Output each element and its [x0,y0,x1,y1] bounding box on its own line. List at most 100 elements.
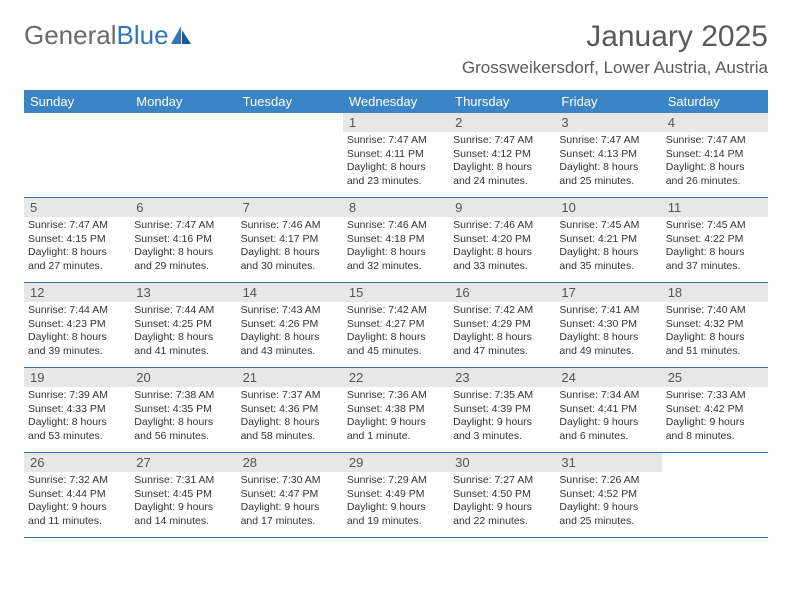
daylight-text: Daylight: 8 hours and 37 minutes. [666,246,764,273]
day-body: Sunrise: 7:47 AMSunset: 4:14 PMDaylight:… [662,132,768,193]
daylight-text: Daylight: 8 hours and 45 minutes. [347,331,445,358]
day-cell: 22Sunrise: 7:36 AMSunset: 4:38 PMDayligh… [343,368,449,452]
day-cell: 14Sunrise: 7:43 AMSunset: 4:26 PMDayligh… [237,283,343,367]
day-number: 5 [24,198,130,217]
daylight-text: Daylight: 9 hours and 8 minutes. [666,416,764,443]
day-body: Sunrise: 7:32 AMSunset: 4:44 PMDaylight:… [24,472,130,533]
day-cell: 29Sunrise: 7:29 AMSunset: 4:49 PMDayligh… [343,453,449,537]
day-cell: 9Sunrise: 7:46 AMSunset: 4:20 PMDaylight… [449,198,555,282]
day-number: 7 [237,198,343,217]
day-body: Sunrise: 7:30 AMSunset: 4:47 PMDaylight:… [237,472,343,533]
sunrise-text: Sunrise: 7:38 AM [134,389,232,403]
logo: GeneralBlue [24,20,193,51]
sunrise-text: Sunrise: 7:45 AM [559,219,657,233]
day-number: 9 [449,198,555,217]
daylight-text: Daylight: 8 hours and 24 minutes. [453,161,551,188]
day-body: Sunrise: 7:42 AMSunset: 4:27 PMDaylight:… [343,302,449,363]
daylight-text: Daylight: 8 hours and 58 minutes. [241,416,339,443]
day-cell: 13Sunrise: 7:44 AMSunset: 4:25 PMDayligh… [130,283,236,367]
day-body: Sunrise: 7:47 AMSunset: 4:11 PMDaylight:… [343,132,449,193]
day-cell: 28Sunrise: 7:30 AMSunset: 4:47 PMDayligh… [237,453,343,537]
sunrise-text: Sunrise: 7:29 AM [347,474,445,488]
sunset-text: Sunset: 4:13 PM [559,148,657,162]
sunset-text: Sunset: 4:45 PM [134,488,232,502]
sunset-text: Sunset: 4:42 PM [666,403,764,417]
daylight-text: Daylight: 8 hours and 30 minutes. [241,246,339,273]
daylight-text: Daylight: 8 hours and 35 minutes. [559,246,657,273]
day-number [130,113,236,117]
sunset-text: Sunset: 4:21 PM [559,233,657,247]
sunrise-text: Sunrise: 7:44 AM [134,304,232,318]
daylight-text: Daylight: 9 hours and 11 minutes. [28,501,126,528]
day-cell: 8Sunrise: 7:46 AMSunset: 4:18 PMDaylight… [343,198,449,282]
sunrise-text: Sunrise: 7:45 AM [666,219,764,233]
sunrise-text: Sunrise: 7:46 AM [347,219,445,233]
day-cell: 21Sunrise: 7:37 AMSunset: 4:36 PMDayligh… [237,368,343,452]
weekday-header-row: Sunday Monday Tuesday Wednesday Thursday… [24,90,768,113]
sunrise-text: Sunrise: 7:47 AM [666,134,764,148]
day-number: 25 [662,368,768,387]
day-number: 14 [237,283,343,302]
sunrise-text: Sunrise: 7:30 AM [241,474,339,488]
day-number: 8 [343,198,449,217]
day-number: 29 [343,453,449,472]
sunset-text: Sunset: 4:30 PM [559,318,657,332]
daylight-text: Daylight: 9 hours and 19 minutes. [347,501,445,528]
sunset-text: Sunset: 4:49 PM [347,488,445,502]
day-body: Sunrise: 7:47 AMSunset: 4:15 PMDaylight:… [24,217,130,278]
day-body: Sunrise: 7:34 AMSunset: 4:41 PMDaylight:… [555,387,661,448]
day-body: Sunrise: 7:47 AMSunset: 4:12 PMDaylight:… [449,132,555,193]
sunrise-text: Sunrise: 7:39 AM [28,389,126,403]
day-body: Sunrise: 7:37 AMSunset: 4:36 PMDaylight:… [237,387,343,448]
day-cell: 15Sunrise: 7:42 AMSunset: 4:27 PMDayligh… [343,283,449,367]
daylight-text: Daylight: 9 hours and 25 minutes. [559,501,657,528]
daylight-text: Daylight: 8 hours and 25 minutes. [559,161,657,188]
day-cell: 26Sunrise: 7:32 AMSunset: 4:44 PMDayligh… [24,453,130,537]
daylight-text: Daylight: 9 hours and 22 minutes. [453,501,551,528]
day-number: 26 [24,453,130,472]
weekday-friday: Friday [555,90,661,113]
sunrise-text: Sunrise: 7:26 AM [559,474,657,488]
logo-text-blue: Blue [117,20,169,51]
day-cell [662,453,768,537]
day-cell: 23Sunrise: 7:35 AMSunset: 4:39 PMDayligh… [449,368,555,452]
week-row: 5Sunrise: 7:47 AMSunset: 4:15 PMDaylight… [24,198,768,283]
day-cell: 20Sunrise: 7:38 AMSunset: 4:35 PMDayligh… [130,368,236,452]
day-body: Sunrise: 7:29 AMSunset: 4:49 PMDaylight:… [343,472,449,533]
sunset-text: Sunset: 4:27 PM [347,318,445,332]
daylight-text: Daylight: 9 hours and 14 minutes. [134,501,232,528]
sunrise-text: Sunrise: 7:47 AM [453,134,551,148]
sunrise-text: Sunrise: 7:42 AM [347,304,445,318]
day-cell: 4Sunrise: 7:47 AMSunset: 4:14 PMDaylight… [662,113,768,197]
day-number: 12 [24,283,130,302]
daylight-text: Daylight: 8 hours and 33 minutes. [453,246,551,273]
day-cell: 5Sunrise: 7:47 AMSunset: 4:15 PMDaylight… [24,198,130,282]
sunset-text: Sunset: 4:16 PM [134,233,232,247]
day-cell: 31Sunrise: 7:26 AMSunset: 4:52 PMDayligh… [555,453,661,537]
sunrise-text: Sunrise: 7:47 AM [134,219,232,233]
sunrise-text: Sunrise: 7:31 AM [134,474,232,488]
daylight-text: Daylight: 8 hours and 27 minutes. [28,246,126,273]
week-row: 1Sunrise: 7:47 AMSunset: 4:11 PMDaylight… [24,113,768,198]
sunset-text: Sunset: 4:20 PM [453,233,551,247]
day-number [237,113,343,117]
day-body: Sunrise: 7:47 AMSunset: 4:16 PMDaylight:… [130,217,236,278]
daylight-text: Daylight: 8 hours and 29 minutes. [134,246,232,273]
day-cell: 1Sunrise: 7:47 AMSunset: 4:11 PMDaylight… [343,113,449,197]
sunrise-text: Sunrise: 7:33 AM [666,389,764,403]
sunset-text: Sunset: 4:15 PM [28,233,126,247]
day-cell: 10Sunrise: 7:45 AMSunset: 4:21 PMDayligh… [555,198,661,282]
day-number: 1 [343,113,449,132]
sunrise-text: Sunrise: 7:47 AM [559,134,657,148]
day-cell: 3Sunrise: 7:47 AMSunset: 4:13 PMDaylight… [555,113,661,197]
day-cell [237,113,343,197]
day-body: Sunrise: 7:46 AMSunset: 4:20 PMDaylight:… [449,217,555,278]
sunrise-text: Sunrise: 7:47 AM [28,219,126,233]
day-cell: 25Sunrise: 7:33 AMSunset: 4:42 PMDayligh… [662,368,768,452]
day-body: Sunrise: 7:39 AMSunset: 4:33 PMDaylight:… [24,387,130,448]
sunset-text: Sunset: 4:33 PM [28,403,126,417]
day-body: Sunrise: 7:33 AMSunset: 4:42 PMDaylight:… [662,387,768,448]
day-cell [130,113,236,197]
day-body: Sunrise: 7:44 AMSunset: 4:23 PMDaylight:… [24,302,130,363]
sunset-text: Sunset: 4:11 PM [347,148,445,162]
